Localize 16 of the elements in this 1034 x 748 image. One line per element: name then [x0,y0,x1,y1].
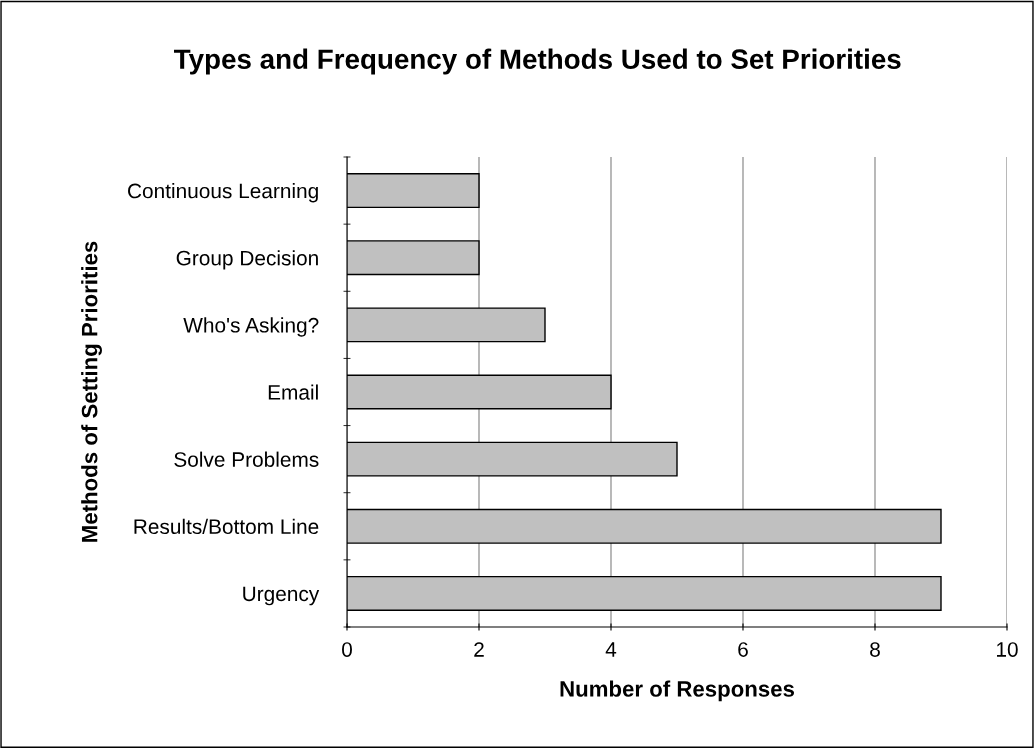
y-tick-label: Urgency [243,586,320,606]
x-tick-label: 4 [605,642,617,657]
y-tick-label: Solve Problems [174,451,319,467]
y-tick-label: Results/Bottom Line [134,518,319,535]
y-tick-label: Email [268,384,318,400]
x-tick-label: 8 [870,642,880,657]
x-tick-label: 10 [997,642,1018,657]
x-axis-title: Number of Responses [560,680,795,702]
y-tick-label: Continuous Learning [128,183,318,203]
y-tick-label: Group Decision [176,250,318,270]
x-tick-label: 0 [342,642,352,657]
x-tick-label: 6 [738,642,748,657]
y-axis-title: Methods of Setting Priorities [81,241,102,542]
x-tick-label: 2 [474,642,484,657]
y-tick-label: Who's Asking? [183,317,319,337]
chart-title: Types and Frequency of Methods Used to Set Priorities [174,48,901,75]
